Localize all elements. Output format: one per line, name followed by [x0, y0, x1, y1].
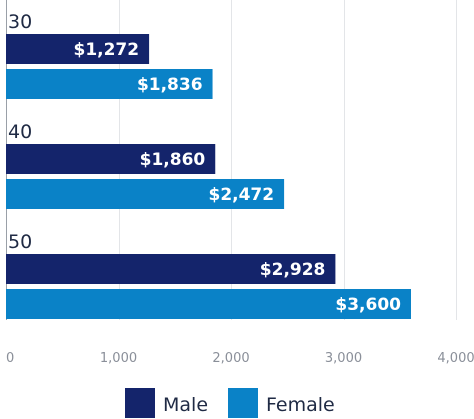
- data-label-female-30: $1,836: [137, 75, 203, 95]
- legend-swatch-male: [125, 388, 155, 418]
- category-label-40: 40: [8, 121, 32, 143]
- x-axis-tick-labels: 0 1,000 2,000 3,000 4,000: [6, 351, 474, 366]
- x-tick-label: 0: [6, 351, 14, 366]
- bar-male-40: [6, 144, 216, 174]
- data-label-male-50: $2,928: [260, 260, 326, 280]
- bar-male-50: [6, 254, 336, 284]
- bar-female-30: [6, 69, 213, 99]
- x-tick-label: 1,000: [100, 351, 137, 366]
- legend-label-female: Female: [266, 394, 335, 416]
- legend-label-male: Male: [163, 394, 208, 416]
- data-label-male-30: $1,272: [73, 40, 139, 60]
- category-labels: 30 40 50: [8, 11, 32, 253]
- x-tick-label: 4,000: [437, 351, 474, 366]
- bar-female-40: [6, 179, 285, 209]
- legend-swatch-female: [228, 388, 258, 418]
- legend: Male Female: [125, 388, 335, 418]
- x-tick-label: 3,000: [325, 351, 362, 366]
- bars: $1,272 $1,836 $1,860$2,472 $2,928 $3,600: [6, 34, 411, 319]
- bar-female-50: [6, 289, 411, 319]
- x-tick-label: 2,000: [212, 351, 249, 366]
- bar-male-30: [6, 34, 150, 64]
- data-label-female-50: $3,600: [335, 295, 401, 315]
- data-label-female-40: $2,472: [208, 185, 274, 205]
- category-label-50: 50: [8, 231, 32, 253]
- data-label-male-40: $1,860: [140, 150, 206, 170]
- category-label-30: 30: [8, 11, 32, 33]
